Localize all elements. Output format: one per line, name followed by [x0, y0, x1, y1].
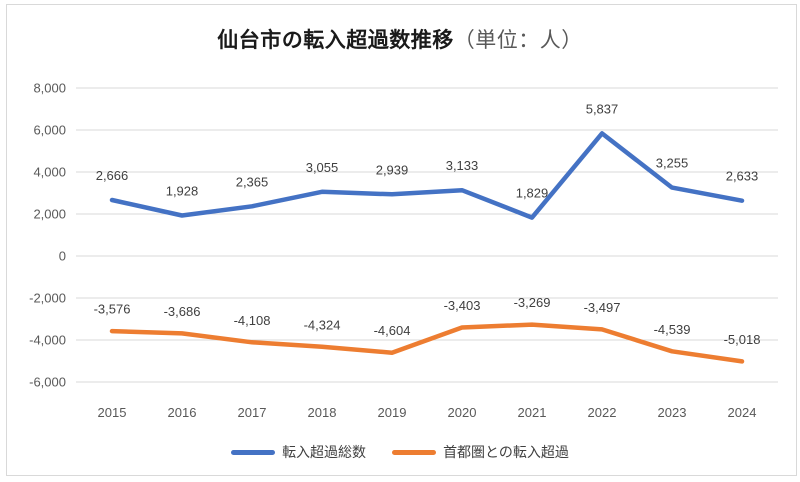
- data-label: -4,539: [654, 322, 691, 337]
- legend-item-tokyo-net-migration: 首都圏との転入超過: [392, 442, 569, 462]
- legend-line-swatch-orange: [392, 449, 437, 455]
- data-label: 5,837: [586, 101, 619, 116]
- data-label: 1,928: [166, 184, 199, 199]
- y-axis-tick-label: 4,000: [33, 165, 66, 180]
- y-axis-tick-label: 8,000: [33, 81, 66, 96]
- x-axis-tick-label: 2016: [168, 405, 197, 420]
- data-label: -3,497: [584, 300, 621, 315]
- y-axis-tick-label: 6,000: [33, 123, 66, 138]
- data-label: -5,018: [724, 332, 761, 347]
- data-label: 2,365: [236, 174, 269, 189]
- data-label: -3,576: [94, 302, 131, 317]
- y-axis-tick-label: -2,000: [29, 291, 66, 306]
- chart-title-unit: （単位：人）: [453, 29, 583, 52]
- x-axis-tick-label: 2020: [448, 405, 477, 420]
- chart-title: 仙台市の転入超過数推移（単位：人）: [0, 24, 800, 54]
- y-axis-tick-label: 2,000: [33, 207, 66, 222]
- x-axis-tick-label: 2022: [588, 405, 617, 420]
- x-axis-tick-label: 2015: [98, 405, 127, 420]
- data-label: 1,829: [516, 186, 549, 201]
- data-label: -3,269: [514, 295, 551, 310]
- legend-item-total-net-migration: 転入超過総数: [231, 442, 366, 462]
- x-axis-tick-label: 2019: [378, 405, 407, 420]
- series-line-0: [109, 131, 745, 220]
- legend-line-swatch-blue: [231, 449, 276, 455]
- data-label: 2,666: [96, 168, 129, 183]
- chart-legend: 転入超過総数 首都圏との転入超過: [0, 442, 800, 462]
- data-label: -4,108: [234, 313, 271, 328]
- data-label: 3,255: [656, 156, 689, 171]
- chart-title-main: 仙台市の転入超過数推移: [217, 29, 454, 52]
- x-axis-tick-label: 2018: [308, 405, 337, 420]
- x-axis-tick-label: 2021: [518, 405, 547, 420]
- x-axis-tick-label: 2024: [728, 405, 757, 420]
- legend-label-total: 転入超過総数: [282, 444, 367, 460]
- x-axis-tick-label: 2017: [238, 405, 267, 420]
- data-label: 3,133: [446, 158, 479, 173]
- data-label: -3,403: [444, 298, 481, 313]
- y-axis-tick-label: -6,000: [29, 375, 66, 390]
- legend-label-tokyo: 首都圏との転入超過: [443, 444, 569, 460]
- data-label: 3,055: [306, 160, 339, 175]
- series-line-1: [109, 322, 745, 364]
- data-label: -3,686: [164, 304, 201, 319]
- x-axis-tick-label: 2023: [658, 405, 687, 420]
- y-axis-tick-label: -4,000: [29, 333, 66, 348]
- y-axis-tick-label: 0: [59, 249, 66, 264]
- data-label: 2,939: [376, 162, 409, 177]
- data-label: -4,604: [374, 323, 411, 338]
- data-label: 2,633: [726, 169, 759, 184]
- data-label: -4,324: [304, 317, 341, 332]
